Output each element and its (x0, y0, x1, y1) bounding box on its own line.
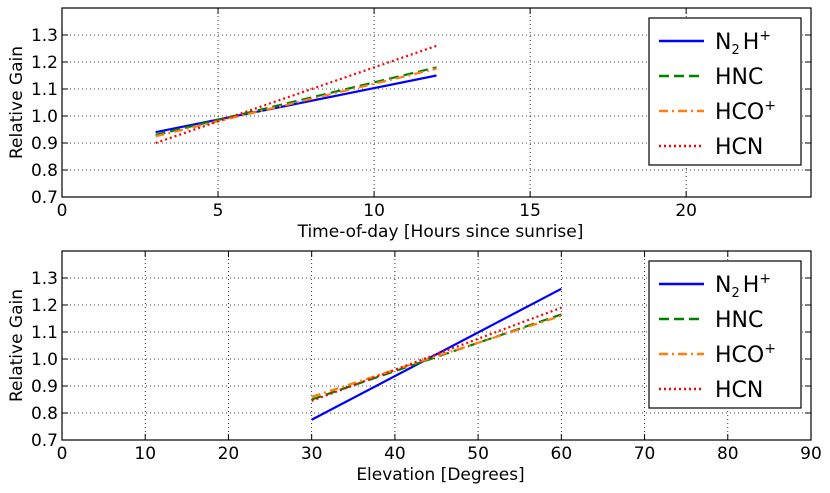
x-tick-label: 10 (134, 444, 156, 464)
chart-panel-2: 0 10 20 30 40 50 60 70 80 90 0.7 0.8 0.9 1.0 1.1 1.2 1.3… (7, 250, 822, 485)
series-line-hco-plus (311, 314, 562, 398)
x-axis-label: Elevation [Degrees] (356, 465, 524, 485)
x-tick-label: 40 (384, 444, 406, 464)
y-tick-label: 1.2 (31, 53, 58, 73)
x-tick-label: 10 (363, 201, 385, 221)
y-axis-label: Relative Gain (7, 46, 27, 159)
y-tick-label: 0.7 (31, 431, 58, 451)
legend-label: HCN (715, 135, 763, 160)
legend-label: HNC (715, 308, 763, 333)
y-tick-label: 0.8 (31, 161, 58, 181)
y-tick-label: 1.1 (31, 80, 58, 100)
x-tick-label: 60 (551, 444, 573, 464)
x-tick-label: 50 (467, 444, 489, 464)
legend-label: HCN (715, 378, 763, 403)
x-tick-label: 15 (519, 201, 541, 221)
x-axis-label: Time-of-day [Hours since sunrise] (297, 222, 584, 242)
y-tick-label: 1.3 (31, 26, 58, 46)
x-tick-label: 0 (57, 201, 68, 221)
y-tick-label: 1.0 (31, 350, 58, 370)
legend-box (648, 17, 802, 166)
x-tick-label: 80 (717, 444, 739, 464)
axes-frame (61, 250, 812, 441)
x-tick-label: 70 (634, 444, 656, 464)
y-tick-label: 1.0 (31, 107, 58, 127)
series-line-n2h-plus (155, 74, 437, 134)
series-line-hcn (155, 44, 437, 145)
axes-frame (61, 7, 812, 198)
x-tick-label: 5 (213, 201, 224, 221)
series-line-hco-plus (155, 67, 437, 138)
x-tick-label: 20 (218, 444, 240, 464)
y-tick-label: 1.1 (31, 323, 58, 343)
y-tick-label: 0.9 (31, 377, 58, 397)
y-tick-label: 0.7 (31, 188, 58, 208)
x-tick-label: 90 (800, 444, 822, 464)
series-line-hnc (311, 313, 562, 401)
x-tick-label: 20 (675, 201, 697, 221)
y-tick-label: 0.8 (31, 404, 58, 424)
legend-label: HNC (715, 65, 763, 90)
series-line-n2h-plus (311, 287, 562, 421)
y-axis-label: Relative Gain (7, 289, 27, 402)
x-tick-label: 30 (301, 444, 323, 464)
y-tick-label: 1.3 (31, 269, 58, 289)
legend-box (648, 260, 802, 409)
y-tick-label: 0.9 (31, 134, 58, 154)
x-tick-label: 0 (57, 444, 68, 464)
chart-panel-1: 0 5 10 15 20 0.7 0.8 0.9 1.0 1.1 1.2 1.3 Time-of-day… (7, 7, 812, 242)
series-line-hnc (155, 66, 437, 136)
y-tick-label: 1.2 (31, 296, 58, 316)
